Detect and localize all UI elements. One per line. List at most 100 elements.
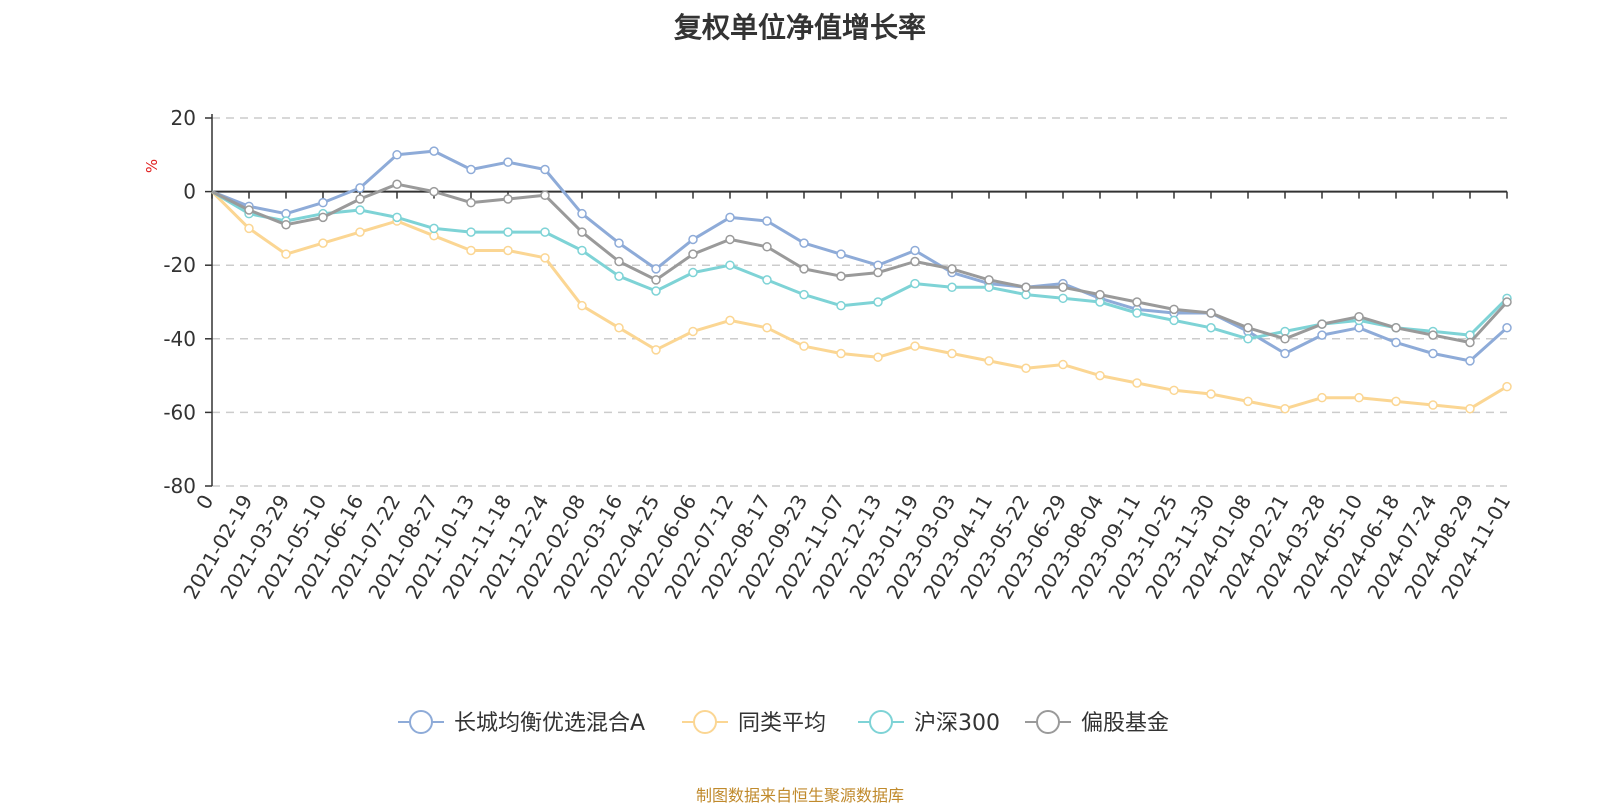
data-point-equity	[1317, 319, 1327, 329]
data-point-fund	[466, 164, 476, 175]
data-point-equity	[1465, 337, 1475, 348]
data-point-peer	[1465, 403, 1475, 414]
data-point-peer	[355, 227, 365, 237]
data-point-peer	[1206, 389, 1216, 399]
data-point-equity	[910, 256, 920, 267]
data-point-hs300	[429, 223, 439, 234]
data-point-peer	[873, 352, 883, 362]
data-point-hs300	[577, 245, 587, 256]
data-point-equity	[577, 227, 587, 237]
y-unit-label: %	[143, 159, 161, 173]
data-point-equity	[318, 212, 328, 223]
data-point-equity	[1391, 323, 1401, 333]
data-point-peer	[1354, 392, 1364, 403]
legend-marker-icon	[869, 710, 893, 734]
data-point-equity	[836, 271, 846, 281]
data-point-equity	[651, 275, 661, 285]
x-tick-label: 0	[191, 491, 218, 514]
data-point-fund	[762, 216, 772, 226]
data-point-equity	[466, 197, 476, 208]
y-tick-label: 0	[183, 180, 196, 204]
legend[interactable]: 长城均衡优选混合A 同类平均 沪深300 偏股基金	[398, 710, 1169, 736]
data-point-fund	[318, 197, 328, 208]
data-point-equity	[244, 205, 254, 215]
legend-item-hs300[interactable]: 沪深300	[858, 710, 1000, 736]
legend-label: 同类平均	[738, 711, 826, 736]
data-point-fund	[1391, 337, 1401, 348]
data-point-equity	[688, 249, 698, 259]
data-point-hs300	[836, 300, 846, 311]
legend-item-equity[interactable]: 偏股基金	[1025, 710, 1169, 736]
data-point-hs300	[1169, 315, 1179, 326]
legend-label: 偏股基金	[1081, 711, 1169, 736]
data-point-hs300	[688, 267, 698, 278]
data-point-peer	[688, 326, 698, 337]
data-point-equity	[355, 194, 365, 204]
data-point-peer	[1058, 359, 1068, 370]
legend-marker-icon	[1036, 710, 1060, 734]
axes	[205, 114, 1508, 487]
data-point-peer	[762, 323, 772, 333]
data-point-peer	[1317, 392, 1327, 403]
data-point-peer	[651, 345, 661, 355]
data-point-fund	[836, 249, 846, 259]
data-point-fund	[910, 245, 920, 256]
data-point-hs300	[614, 271, 624, 281]
grid-lines	[212, 117, 1507, 487]
data-point-peer	[725, 315, 735, 326]
data-point-peer	[1095, 370, 1105, 381]
data-point-equity	[1095, 289, 1105, 300]
series-line-equity	[211, 182, 1509, 344]
data-point-fund	[1428, 348, 1438, 359]
data-point-hs300	[799, 289, 809, 300]
series-line-hs300	[211, 190, 1509, 341]
data-point-fund	[1465, 356, 1475, 366]
data-point-equity	[1058, 282, 1068, 293]
series-lines	[210, 146, 1512, 414]
data-point-peer	[799, 341, 809, 351]
y-tick-label: -60	[163, 400, 196, 424]
data-point-equity	[762, 242, 772, 252]
chart-title: 复权单位净值增长率	[673, 11, 926, 44]
data-point-equity	[614, 256, 624, 267]
data-point-hs300	[503, 227, 513, 237]
data-point-hs300	[466, 227, 476, 237]
data-point-hs300	[1058, 293, 1068, 304]
data-point-peer	[1428, 400, 1438, 410]
data-point-peer	[1391, 396, 1401, 407]
data-point-equity	[503, 194, 513, 204]
data-point-fund	[688, 234, 698, 245]
data-point-hs300	[392, 212, 402, 223]
data-point-equity	[1206, 308, 1216, 318]
data-point-equity	[540, 190, 550, 201]
data-point-peer	[540, 253, 550, 263]
data-point-fund	[1502, 323, 1512, 333]
legend-item-peer[interactable]: 同类平均	[682, 710, 826, 736]
y-tick-label: -20	[163, 253, 196, 277]
data-point-peer	[1169, 385, 1179, 396]
data-point-peer	[1502, 381, 1512, 392]
data-point-equity	[392, 179, 402, 189]
legend-marker-icon	[693, 710, 717, 734]
data-point-peer	[947, 348, 957, 359]
data-point-equity	[1354, 311, 1364, 322]
data-point-equity	[1169, 304, 1179, 315]
series-line-peer	[210, 190, 1508, 411]
data-point-equity	[1021, 282, 1031, 293]
data-point-equity	[281, 219, 291, 230]
legend-marker-icon	[409, 710, 433, 734]
data-point-equity	[1428, 330, 1438, 340]
data-point-fund	[429, 146, 439, 156]
data-point-peer	[577, 300, 587, 311]
data-point-hs300	[1132, 308, 1142, 318]
legend-item-fund[interactable]: 长城均衡优选混合A	[398, 710, 645, 736]
legend-label: 沪深300	[914, 711, 1000, 736]
data-point-peer	[1021, 363, 1031, 373]
data-point-equity	[1132, 297, 1142, 307]
data-point-equity	[947, 264, 957, 274]
data-point-peer	[281, 249, 291, 259]
data-point-fund	[1317, 330, 1327, 340]
series-line-fund	[211, 149, 1509, 363]
data-point-equity	[873, 267, 883, 278]
